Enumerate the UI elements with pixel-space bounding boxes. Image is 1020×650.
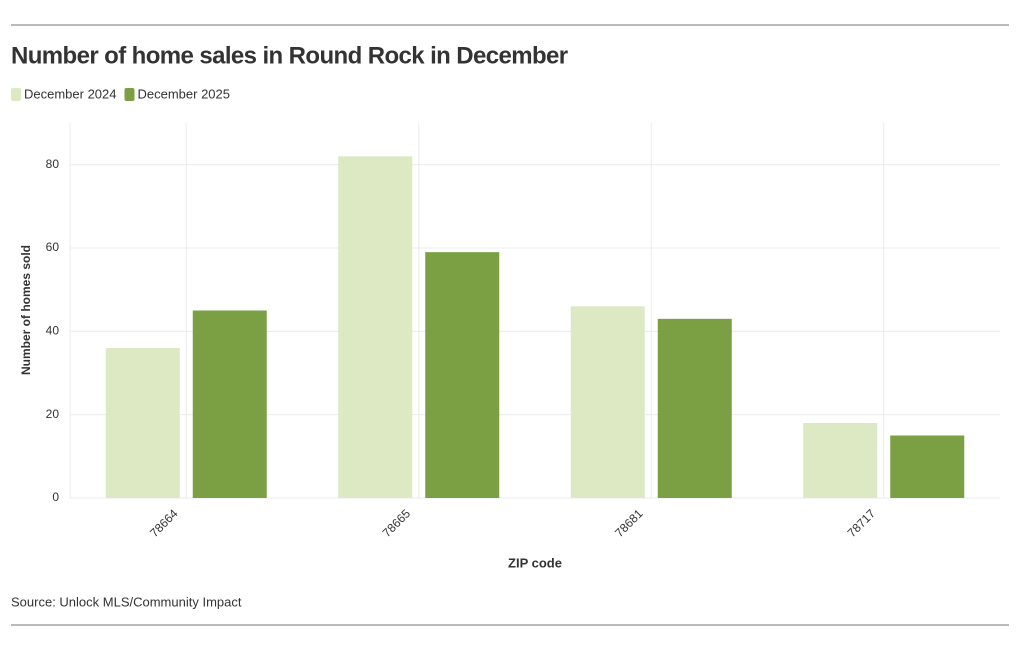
legend-swatch [124, 88, 135, 101]
y-tick-label: 20 [46, 407, 60, 421]
chart-title: Number of home sales in Round Rock in De… [11, 42, 568, 69]
source: Source: Unlock MLS/Community Impact [11, 594, 242, 609]
bar [105, 348, 180, 498]
x-tick-label: 78665 [380, 506, 414, 540]
y-axis-label: Number of homes sold [19, 245, 33, 375]
x-axis-label: ZIP code [508, 555, 562, 570]
bar [192, 310, 267, 498]
y-tick-label: 60 [46, 240, 60, 254]
legend-label: December 2025 [138, 86, 231, 101]
bar [338, 156, 413, 499]
legend-swatch [11, 88, 21, 101]
bar [657, 318, 732, 498]
bar [890, 435, 965, 498]
y-tick-label: 0 [52, 490, 59, 504]
bar [570, 306, 645, 498]
x-tick-label: 78664 [147, 506, 181, 540]
y-tick-label: 40 [46, 324, 60, 338]
bar [425, 252, 500, 498]
x-tick-label: 78681 [612, 506, 646, 540]
bar [803, 423, 878, 498]
x-tick-label: 78717 [845, 506, 879, 540]
y-tick-label: 80 [46, 157, 60, 171]
legend-label: December 2024 [24, 86, 117, 101]
